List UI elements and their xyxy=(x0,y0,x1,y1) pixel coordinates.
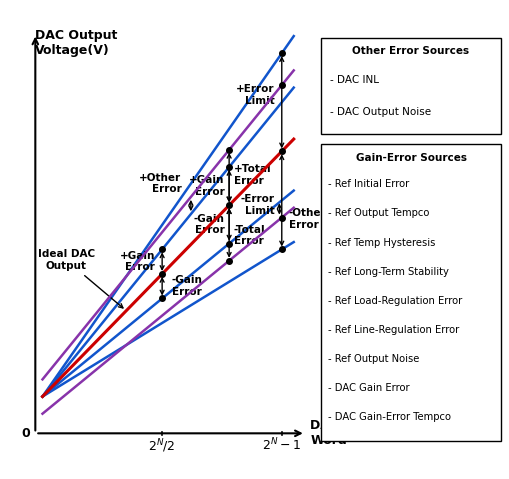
FancyBboxPatch shape xyxy=(321,38,501,134)
Text: - Ref Long-Term Stability: - Ref Long-Term Stability xyxy=(328,267,449,277)
Text: - Ref Temp Hysteresis: - Ref Temp Hysteresis xyxy=(328,238,435,248)
Text: Other Error Sources: Other Error Sources xyxy=(352,46,470,56)
Text: -Total
Error: -Total Error xyxy=(234,225,266,246)
Text: 0: 0 xyxy=(22,427,31,440)
Text: - Ref Load-Regulation Error: - Ref Load-Regulation Error xyxy=(328,296,462,306)
Text: - DAC Output Noise: - DAC Output Noise xyxy=(330,107,431,117)
Text: DAC Output
Voltage(V): DAC Output Voltage(V) xyxy=(35,29,118,57)
Text: +Other
Error: +Other Error xyxy=(139,173,181,194)
Text: - DAC Gain Error: - DAC Gain Error xyxy=(328,383,410,393)
Text: $2^N/ 2$: $2^N/ 2$ xyxy=(149,437,176,455)
Text: Gain-Error Sources: Gain-Error Sources xyxy=(355,153,467,162)
Text: +Gain
Error: +Gain Error xyxy=(120,251,155,273)
Text: +Error
Limit: +Error Limit xyxy=(236,84,274,106)
Text: $2^N - 1$: $2^N - 1$ xyxy=(262,437,301,454)
Text: - Ref Initial Error: - Ref Initial Error xyxy=(328,179,409,189)
Text: - Ref Line-Regulation Error: - Ref Line-Regulation Error xyxy=(328,325,459,335)
Text: +Total
Error: +Total Error xyxy=(234,164,271,186)
Text: -Other
Error: -Other Error xyxy=(289,208,327,229)
Text: - Ref Output Noise: - Ref Output Noise xyxy=(328,354,419,364)
Text: - Ref Output Tempco: - Ref Output Tempco xyxy=(328,208,429,218)
Text: - DAC Gain-Error Tempco: - DAC Gain-Error Tempco xyxy=(328,412,451,422)
Text: DAC Code
Word: DAC Code Word xyxy=(310,419,379,447)
FancyBboxPatch shape xyxy=(321,144,501,441)
Text: -Gain
Error: -Gain Error xyxy=(193,214,224,235)
Text: - DAC INL: - DAC INL xyxy=(330,75,379,85)
Text: +Gain
Error: +Gain Error xyxy=(189,175,224,197)
Text: Ideal DAC
Output: Ideal DAC Output xyxy=(38,250,123,308)
Text: -Error
Limit: -Error Limit xyxy=(241,194,274,216)
Text: -Gain
Error: -Gain Error xyxy=(172,275,203,297)
